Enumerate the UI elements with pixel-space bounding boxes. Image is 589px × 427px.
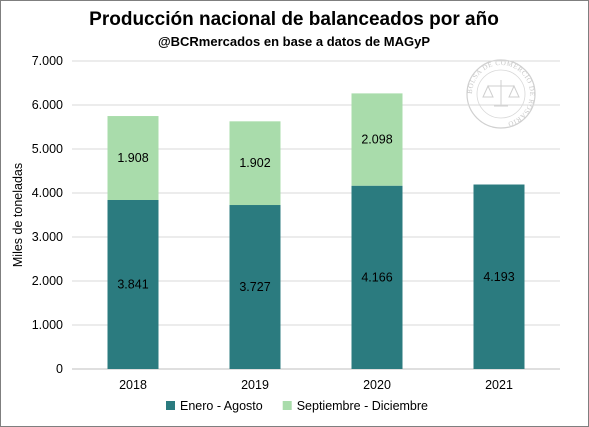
bar-enero-agosto-2019 [229, 205, 281, 369]
x-tick-label: 2018 [119, 378, 147, 392]
legend: Enero - Agosto Septiembre - Diciembre [166, 399, 428, 413]
x-tick-label: 2020 [363, 378, 391, 392]
data-label: 4.193 [483, 270, 514, 284]
scales-icon [482, 80, 520, 107]
data-label: 2.098 [361, 133, 392, 147]
chart-title: Producción nacional de balanceados por a… [89, 9, 499, 30]
seal-inner-ring [476, 69, 526, 119]
bar-enero-agosto-2018 [107, 199, 159, 369]
legend-label: Septiembre - Diciembre [297, 399, 428, 413]
seal-outer-ring [466, 59, 536, 129]
y-tick-label: 0 [56, 362, 63, 376]
x-axis-ticks: 2018 2019 2020 2021 [119, 378, 513, 392]
chart-subtitle: @BCRmercados en base a datos de MAGyP [158, 34, 430, 49]
x-tick-label: 2019 [241, 378, 269, 392]
data-label: 1.902 [239, 156, 270, 170]
legend-swatch [282, 401, 292, 410]
data-label: 4.166 [361, 270, 392, 284]
legend-swatch [166, 401, 175, 410]
y-tick-label: 7.000 [32, 54, 63, 68]
y-tick-label: 3.000 [32, 230, 63, 244]
data-label: 3.841 [117, 277, 148, 291]
data-label: 3.727 [239, 280, 270, 294]
y-axis-ticks: 0 1.000 2.000 3.000 4.000 5.000 6.000 7.000 [32, 54, 63, 376]
legend-label: Enero - Agosto [180, 399, 263, 413]
y-tick-label: 5.000 [32, 142, 63, 156]
y-tick-label: 1.000 [32, 318, 63, 332]
bar-enero-agosto-2021 [473, 184, 525, 369]
bar-septiembre-diciembre-2019 [229, 121, 281, 206]
x-tick-label: 2021 [485, 378, 513, 392]
y-tick-label: 2.000 [32, 274, 63, 288]
bar-septiembre-diciembre-2020 [351, 93, 403, 186]
bar-septiembre-diciembre-2018 [107, 116, 159, 200]
watermark-seal: BOLSA DE COMERCIO DE ROSARIO [466, 59, 536, 129]
y-tick-label: 4.000 [32, 186, 63, 200]
bar-enero-agosto-2020 [351, 185, 403, 369]
bars: 3.841 1.908 3.727 1.902 4.166 2.098 4.193 [107, 93, 525, 369]
data-label: 1.908 [117, 151, 148, 165]
y-tick-label: 6.000 [32, 98, 63, 112]
y-axis-title: Miles de toneladas [11, 163, 25, 267]
